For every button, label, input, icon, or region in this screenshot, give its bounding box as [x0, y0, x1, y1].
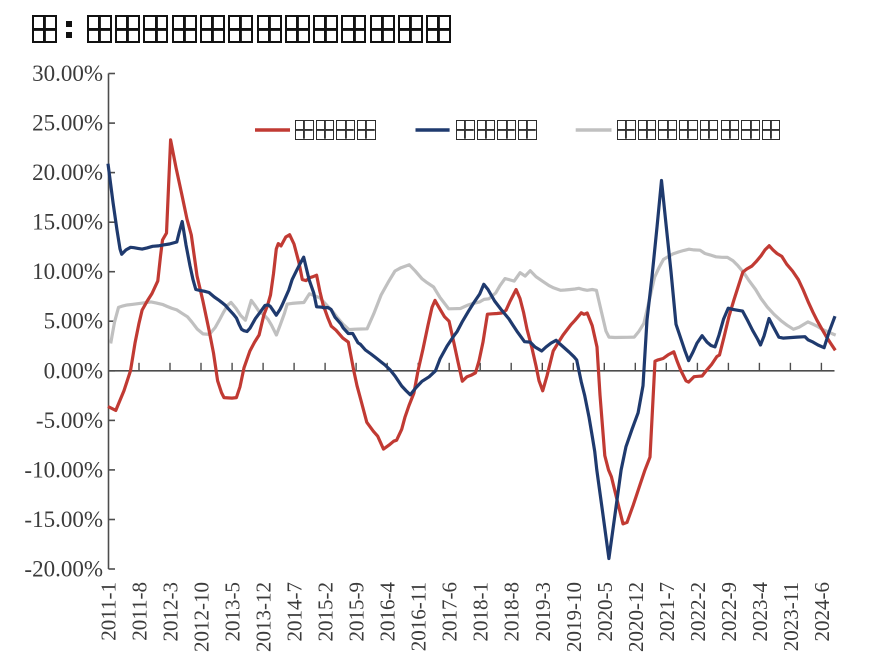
svg-text:2018-1: 2018-1: [469, 582, 493, 642]
svg-text:2022-9: 2022-9: [717, 582, 741, 642]
svg-text:2016-11: 2016-11: [407, 582, 431, 651]
svg-text:2012-10: 2012-10: [190, 582, 214, 652]
svg-text:2014-7: 2014-7: [283, 582, 307, 642]
svg-text:-15.00%: -15.00%: [24, 507, 103, 532]
svg-text:15.00%: 15.00%: [32, 210, 103, 235]
svg-text:2016-4: 2016-4: [376, 582, 400, 642]
svg-text:2015-2: 2015-2: [314, 582, 338, 642]
svg-text:25.00%: 25.00%: [32, 111, 103, 136]
svg-text:2021-7: 2021-7: [655, 582, 679, 642]
svg-text:2017-6: 2017-6: [438, 582, 462, 642]
svg-text:2023-11: 2023-11: [779, 582, 803, 651]
svg-text:2012-3: 2012-3: [159, 582, 183, 642]
svg-text:2015-9: 2015-9: [345, 582, 369, 642]
svg-text:5.00%: 5.00%: [44, 309, 103, 334]
svg-text:0.00%: 0.00%: [44, 358, 103, 383]
svg-text:2022-2: 2022-2: [686, 582, 710, 642]
svg-text:20.00%: 20.00%: [32, 160, 103, 185]
svg-text:2018-8: 2018-8: [500, 582, 524, 642]
svg-text:2013-5: 2013-5: [221, 582, 245, 642]
svg-text:-5.00%: -5.00%: [36, 408, 103, 433]
svg-text:-10.00%: -10.00%: [24, 457, 103, 482]
svg-text:2011-8: 2011-8: [128, 582, 152, 641]
svg-text:2023-4: 2023-4: [748, 582, 772, 642]
svg-text:2013-12: 2013-12: [252, 582, 276, 652]
svg-text:2020-12: 2020-12: [624, 582, 648, 652]
svg-text:10.00%: 10.00%: [32, 259, 103, 284]
svg-text:2024-6: 2024-6: [810, 582, 834, 642]
svg-text:30.00%: 30.00%: [32, 61, 103, 86]
svg-text:2011-1: 2011-1: [97, 582, 121, 641]
svg-text:-20.00%: -20.00%: [24, 557, 103, 582]
svg-text:2019-3: 2019-3: [531, 582, 555, 642]
svg-text:2020-5: 2020-5: [593, 582, 617, 642]
svg-text:2019-10: 2019-10: [562, 582, 586, 652]
